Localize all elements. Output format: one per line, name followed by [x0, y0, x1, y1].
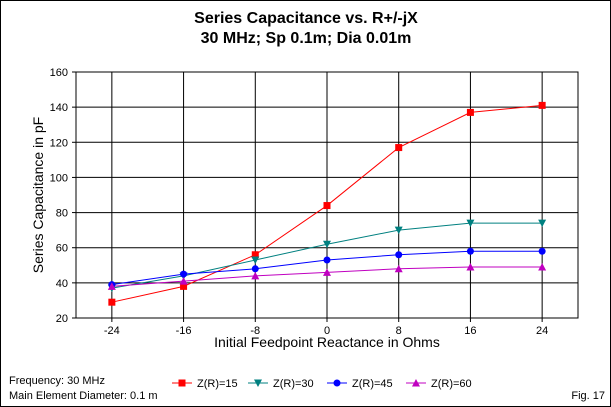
series-1-point: [108, 298, 116, 306]
y-tick-label: 60: [56, 243, 68, 255]
y-tick-label: 120: [50, 137, 68, 149]
series-3-point: [395, 251, 403, 259]
frequency-note: Frequency: 30 MHz: [9, 375, 105, 387]
x-tick-label: 24: [536, 325, 548, 337]
series-3-point: [180, 270, 188, 278]
legend-marker-3: [333, 379, 341, 387]
legend-marker-4: [412, 379, 420, 387]
x-tick-label: 8: [396, 325, 402, 337]
x-tick-label: -24: [104, 325, 120, 337]
x-tick-label: 16: [464, 325, 476, 337]
series-1-point: [538, 101, 546, 109]
y-axis-title: Series Capacitance in pF: [30, 117, 46, 273]
series-4-point: [251, 271, 260, 280]
series-2-point: [394, 226, 403, 235]
series-2-point: [251, 256, 260, 265]
series-3-point: [538, 247, 546, 255]
legend: Z(R)=15 Z(R)=30 Z(R)=45 Z(R)=60: [172, 378, 472, 390]
series-4-point: [323, 268, 331, 276]
series-4-point: [538, 263, 547, 271]
series-2-point: [323, 240, 331, 249]
y-tick-label: 40: [56, 278, 68, 290]
series-3-point: [466, 247, 474, 255]
legend-marker-2: [254, 379, 262, 387]
series-2-point: [466, 219, 475, 228]
series-4-point: [466, 263, 475, 271]
x-tick-label: -16: [176, 325, 192, 337]
x-tick-label: -8: [250, 325, 260, 337]
y-axis-ticks: 20 40 60 80 100 120 140 160: [50, 67, 76, 325]
series-3-point: [323, 256, 331, 264]
series-4-point: [107, 282, 116, 290]
series-markers: [107, 101, 547, 306]
series-3-point: [251, 265, 259, 273]
y-tick-label: 80: [56, 208, 68, 220]
series-1-point: [323, 202, 331, 210]
series-4-point: [394, 264, 403, 273]
series-4-point: [179, 277, 188, 285]
x-tick-label: 0: [324, 325, 330, 337]
series-2-point: [538, 219, 547, 228]
x-axis-title: Initial Feedpoint Reactance in Ohms: [214, 334, 440, 350]
legend-label-2: Z(R)=30: [273, 378, 314, 390]
legend-marker-1: [178, 379, 186, 387]
legend-label-1: Z(R)=15: [197, 378, 238, 390]
legend-label-4: Z(R)=60: [431, 378, 472, 390]
series-1-point: [395, 144, 403, 152]
chart-title: Series Capacitance vs. R+/-jX: [194, 10, 418, 27]
chart-subtitle: 30 MHz; Sp 0.1m; Dia 0.01m: [201, 30, 412, 47]
series-1-point: [180, 282, 188, 290]
x-axis-ticks: -24 -16 -8 0 8 16 24: [104, 318, 548, 337]
diameter-note: Main Element Diameter: 0.1 m: [9, 390, 158, 402]
figure-label: Fig. 17: [571, 390, 605, 402]
series-1-point: [466, 108, 474, 116]
y-tick-label: 100: [50, 172, 68, 184]
series-1-point: [251, 251, 259, 259]
y-tick-label: 20: [56, 313, 68, 325]
y-tick-label: 140: [50, 102, 68, 114]
legend-label-3: Z(R)=45: [352, 378, 393, 390]
y-tick-label: 160: [50, 67, 68, 79]
